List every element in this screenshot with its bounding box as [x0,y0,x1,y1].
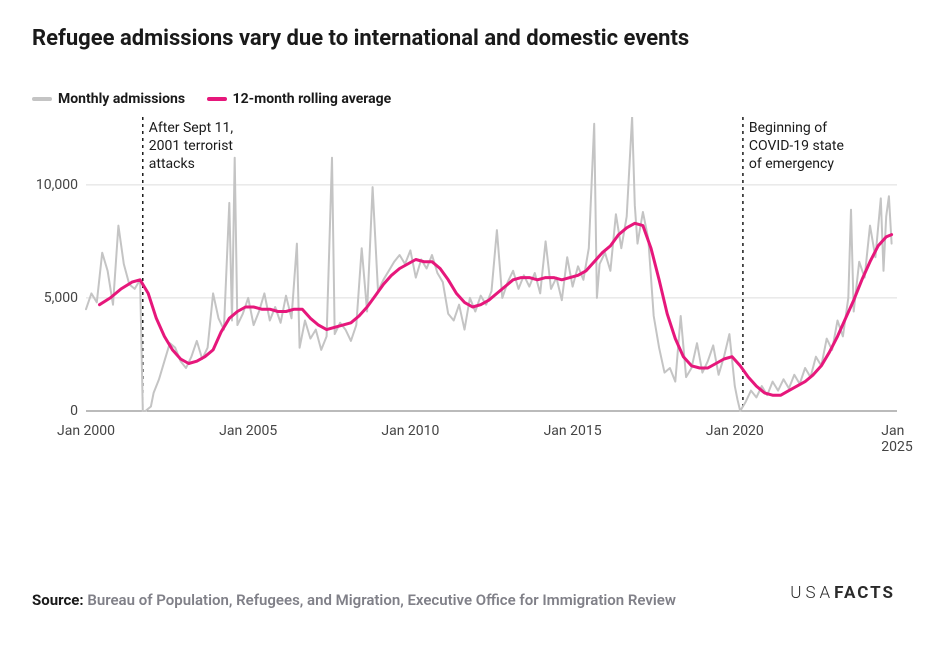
legend-label-monthly: Monthly admissions [58,91,185,107]
legend-swatch-rolling [207,97,227,101]
source-label: Source: [32,591,87,609]
logo-bold: FACTS [834,583,895,603]
legend: Monthly admissions 12-month rolling aver… [32,89,897,107]
y-tick-label: 10,000 [32,177,78,193]
chart-container: Refugee admissions vary due to internati… [0,0,929,661]
legend-label-rolling: 12-month rolling average [233,91,392,107]
legend-item-rolling: 12-month rolling average [207,91,392,107]
x-tick-label: Jan 2010 [381,423,439,439]
x-tick-label: Jan 2025 [881,423,912,455]
chart-area: 0 5,000 10,000 Jan 2000 Jan 2005 Jan 2010 Jan … [32,117,897,447]
logo-light: USA [790,583,834,603]
legend-swatch-monthly [32,97,52,101]
x-tick-label: Jan 2015 [544,423,602,439]
annotation-label: Beginning ofCOVID-19 stateof emergency [749,119,869,174]
source-block: Source: Bureau of Population, Refugees, … [32,589,769,612]
x-tick-label: Jan 2000 [57,423,115,439]
legend-item-monthly: Monthly admissions [32,91,185,107]
annotation-label: After Sept 11,2001 terroristattacks [149,119,269,174]
x-tick-label: Jan 2005 [219,423,277,439]
y-tick-label: 0 [32,403,78,419]
source-text: Bureau of Population, Refugees, and Migr… [87,591,676,609]
y-tick-label: 5,000 [32,290,78,306]
logo: USAFACTS [790,583,895,603]
chart-title: Refugee admissions vary due to internati… [32,26,897,51]
x-tick-label: Jan 2020 [706,423,764,439]
